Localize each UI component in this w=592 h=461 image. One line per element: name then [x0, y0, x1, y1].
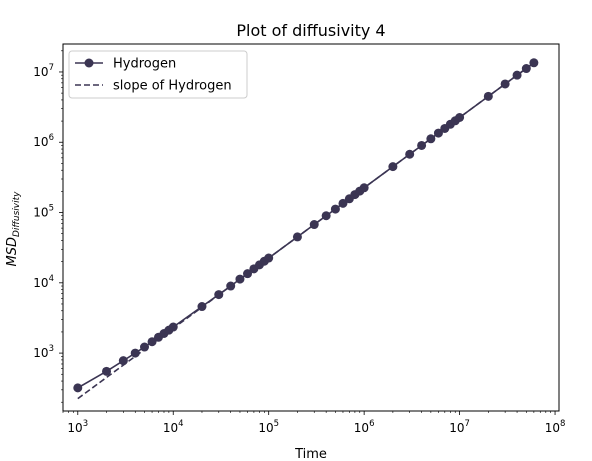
- legend-label-hydrogen: Hydrogen: [113, 57, 176, 72]
- y-tick-label-base: 10: [33, 276, 48, 290]
- series-layer: [73, 58, 539, 400]
- data-point: [147, 337, 157, 347]
- data-point: [73, 383, 83, 393]
- plot-frame: [62, 43, 560, 412]
- data-point: [102, 366, 112, 376]
- y-tick-label: 107: [33, 63, 54, 79]
- y-tick-label: 103: [33, 344, 54, 360]
- y-tick-label-exponent: 4: [49, 274, 54, 284]
- x-tick-label-exponent: 6: [369, 419, 374, 429]
- x-tick-label: 104: [163, 419, 184, 435]
- x-tick-label-base: 10: [258, 421, 273, 435]
- x-tick-label-exponent: 4: [178, 419, 183, 429]
- y-tick-label: 105: [33, 204, 54, 220]
- x-tick-label: 107: [449, 419, 470, 435]
- x-tick-label-base: 10: [354, 421, 369, 435]
- x-tick-label: 108: [545, 419, 566, 435]
- x-tick-label-exponent: 7: [465, 419, 470, 429]
- data-point: [118, 356, 128, 366]
- y-axis-label-subscript: Diffusivity: [12, 191, 22, 237]
- y-tick-label-exponent: 6: [49, 133, 54, 143]
- y-tick-label-base: 10: [33, 206, 48, 220]
- x-tick-label: 106: [354, 419, 375, 435]
- data-point: [168, 322, 178, 332]
- x-tick-label: 105: [258, 419, 279, 435]
- y-tick-label-base: 10: [33, 135, 48, 149]
- x-tick-label-base: 10: [163, 421, 178, 435]
- x-tick-label-base: 10: [67, 421, 82, 435]
- y-axis-label-main: MSD: [5, 237, 20, 266]
- x-tick-label-exponent: 8: [560, 419, 565, 429]
- y-axis-label: MSDDiffusivity: [5, 191, 22, 267]
- y-tick-label-exponent: 5: [49, 204, 54, 214]
- y-tick-label-base: 10: [33, 65, 48, 79]
- x-tick-label-exponent: 5: [274, 419, 279, 429]
- x-axis: 103 104 105 106 107 108: [62, 411, 566, 435]
- legend-label-slope: slope of Hydrogen: [113, 79, 232, 94]
- y-tick-label: 106: [33, 133, 54, 149]
- legend: Hydrogen slope of Hydrogen: [68, 50, 248, 99]
- y-tick-label: 104: [33, 274, 54, 290]
- x-tick-label-base: 10: [545, 421, 560, 435]
- data-point: [140, 342, 150, 352]
- series-slope-line: [77, 62, 535, 400]
- y-tick-label-exponent: 7: [49, 63, 54, 73]
- x-tick-label: 103: [67, 419, 88, 435]
- legend-swatch-hydrogen-marker: [84, 58, 94, 68]
- x-tick-label-base: 10: [449, 421, 464, 435]
- x-tick-label-exponent: 3: [83, 419, 88, 429]
- chart-title: Plot of diffusivity 4: [236, 21, 385, 40]
- y-tick-label-base: 10: [33, 346, 48, 360]
- legend-box: [68, 50, 248, 99]
- x-axis-label: Time: [294, 447, 327, 461]
- y-tick-label-exponent: 3: [49, 344, 54, 354]
